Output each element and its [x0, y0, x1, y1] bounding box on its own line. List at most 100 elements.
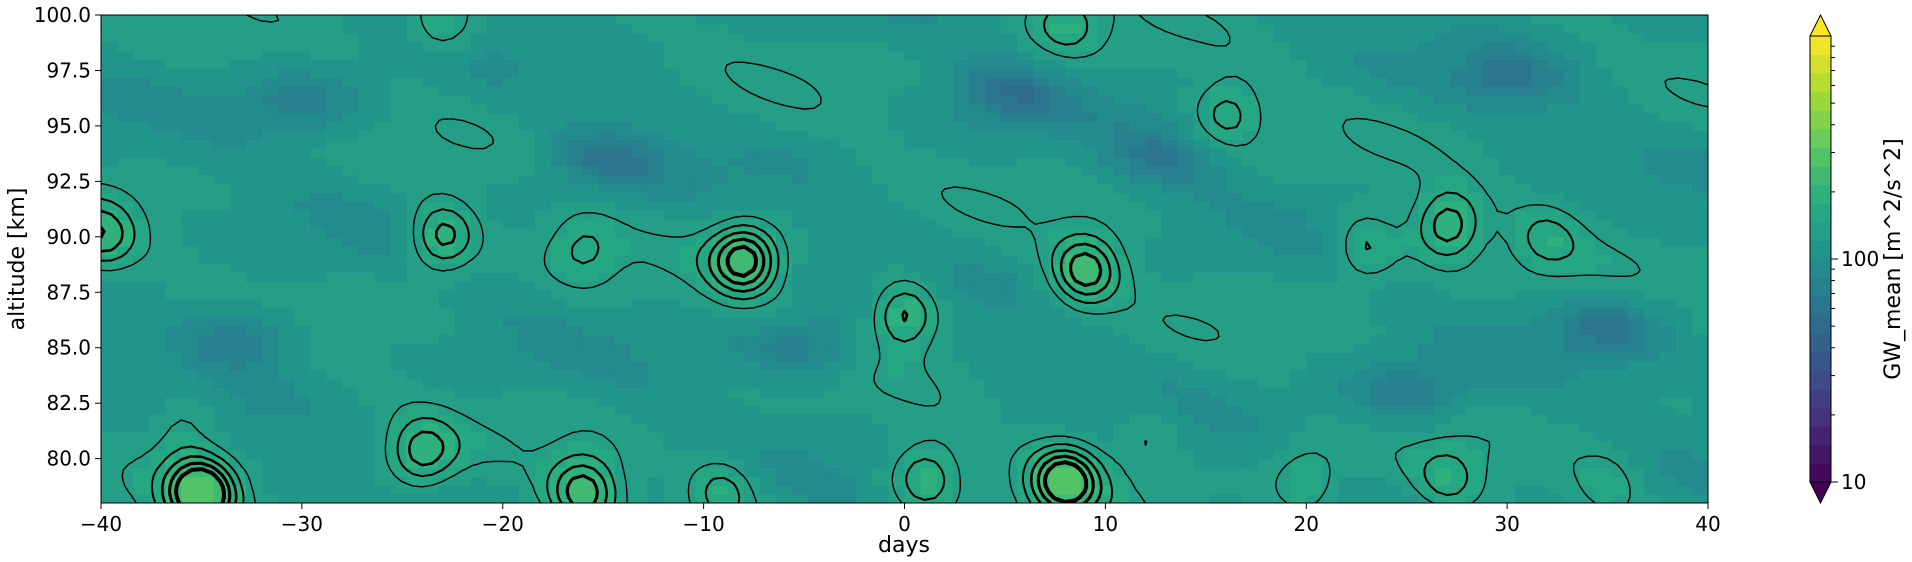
heatmap-cell	[1418, 467, 1436, 477]
heatmap-cell	[1418, 485, 1436, 495]
heatmap-cell	[1515, 467, 1532, 477]
heatmap-cell	[984, 201, 1002, 211]
heatmap-cell	[1033, 352, 1050, 362]
heatmap-cell	[1354, 219, 1372, 229]
heatmap-cell	[1402, 183, 1420, 194]
heatmap-cell	[406, 263, 423, 273]
heatmap-cell	[1033, 121, 1050, 131]
heatmap-cell	[1033, 245, 1050, 256]
heatmap-cell	[358, 139, 375, 149]
heatmap-cell	[759, 449, 777, 460]
heatmap-cell	[1499, 112, 1516, 123]
heatmap-cell	[1049, 245, 1066, 256]
heatmap-cell	[759, 94, 777, 105]
heatmap-cell	[1209, 94, 1227, 105]
heatmap-cell	[808, 281, 825, 291]
heatmap-cell	[470, 396, 488, 406]
heatmap-cell	[792, 307, 809, 318]
heatmap-cell	[1097, 290, 1115, 300]
heatmap-cell	[1402, 59, 1420, 69]
heatmap-cell	[1434, 476, 1452, 486]
heatmap-cell	[599, 245, 616, 256]
heatmap-cell	[647, 254, 665, 265]
heatmap-cell	[631, 414, 648, 424]
heatmap-cell	[309, 449, 327, 460]
heatmap-cell	[181, 281, 199, 291]
heatmap-cell	[390, 85, 407, 96]
heatmap-cell	[1241, 245, 1259, 256]
heatmap-cell	[550, 183, 568, 194]
heatmap-cell	[759, 183, 777, 194]
heatmap-cell	[213, 201, 231, 211]
heatmap-cell	[390, 201, 407, 211]
heatmap-cell	[615, 50, 632, 60]
heatmap-cell	[422, 307, 440, 318]
heatmap-cell	[1483, 121, 1500, 131]
heatmap-cell	[1370, 449, 1388, 460]
heatmap-cell	[1483, 307, 1500, 318]
heatmap-cell	[1386, 272, 1404, 282]
heatmap-cell	[101, 85, 118, 96]
heatmap-cell	[1450, 121, 1468, 131]
heatmap-cell	[952, 201, 970, 211]
heatmap-cell	[599, 112, 616, 123]
heatmap-cell	[1065, 174, 1082, 185]
heatmap-cell	[197, 174, 215, 185]
heatmap-cell	[197, 387, 215, 398]
heatmap-cell	[663, 174, 681, 185]
heatmap-cell	[695, 130, 713, 140]
heatmap-cell	[1241, 263, 1259, 273]
heatmap-cell	[149, 369, 166, 380]
heatmap-cell	[1193, 103, 1211, 114]
heatmap-cell	[695, 227, 713, 238]
heatmap-cell	[840, 387, 857, 398]
heatmap-cell	[454, 263, 472, 273]
heatmap-cell	[390, 165, 407, 176]
heatmap-cell	[1241, 476, 1259, 486]
heatmap-cell	[872, 325, 890, 336]
heatmap-cell	[486, 369, 504, 380]
heatmap-cell	[470, 325, 488, 336]
heatmap-cell	[486, 290, 504, 300]
heatmap-cell	[1386, 15, 1404, 25]
heatmap-cell	[245, 245, 263, 256]
heatmap-cell	[133, 130, 150, 140]
heatmap-cell	[1113, 325, 1131, 336]
heatmap-cell	[1113, 227, 1131, 238]
heatmap-cell	[599, 378, 616, 389]
heatmap-cell	[1033, 165, 1050, 176]
heatmap-cell	[1434, 494, 1452, 503]
heatmap-cell	[872, 130, 890, 140]
heatmap-cell	[1145, 174, 1163, 185]
heatmap-cell	[1386, 334, 1404, 344]
heatmap-cell	[1000, 156, 1018, 167]
heatmap-cell	[567, 361, 584, 371]
heatmap-cell	[872, 440, 890, 451]
heatmap-cell	[920, 298, 938, 309]
heatmap-cell	[422, 121, 440, 131]
heatmap-cell	[1450, 423, 1468, 433]
heatmap-cell	[1322, 201, 1339, 211]
heatmap-cell	[1225, 103, 1243, 114]
heatmap-cell	[181, 325, 199, 336]
heatmap-cell	[325, 112, 343, 123]
heatmap-cell	[1531, 77, 1548, 87]
heatmap-cell	[390, 263, 407, 273]
heatmap-cell	[1000, 174, 1018, 185]
heatmap-cell	[438, 361, 456, 371]
heatmap-cell	[904, 485, 922, 495]
heatmap-cell	[422, 94, 440, 105]
heatmap-cell	[1161, 68, 1179, 78]
heatmap-cell	[1466, 227, 1484, 238]
heatmap-cell	[1531, 139, 1548, 149]
heatmap-cell	[213, 50, 231, 60]
heatmap-cell	[165, 432, 182, 442]
heatmap-cell	[358, 130, 375, 140]
heatmap-cell	[1097, 316, 1115, 327]
heatmap-cell	[325, 396, 343, 406]
heatmap-cell	[390, 174, 407, 185]
heatmap-cell	[663, 423, 681, 433]
heatmap-cell	[727, 148, 745, 158]
heatmap-cell	[1386, 361, 1404, 371]
heatmap-cell	[727, 352, 745, 362]
